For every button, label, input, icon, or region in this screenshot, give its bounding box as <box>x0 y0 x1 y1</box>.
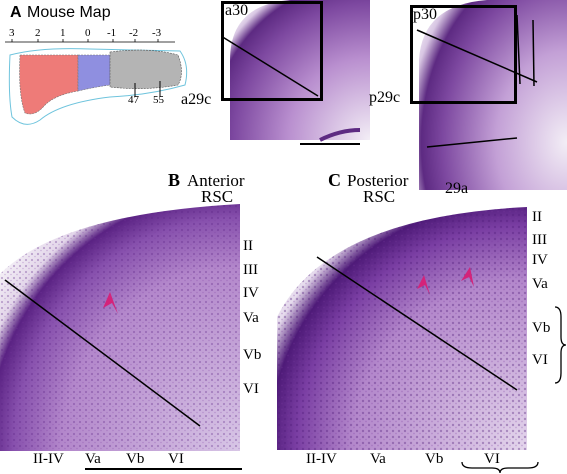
magenta-arrow <box>461 267 474 287</box>
axis-tick-label: -3 <box>152 27 162 39</box>
panel-a-letter: A <box>10 4 22 21</box>
a30-label: a30 <box>225 2 249 19</box>
panel-b-layer-label: Vb <box>243 347 262 363</box>
a29c-label: a29c <box>181 91 212 108</box>
axis-tick-label: 3 <box>9 27 15 39</box>
panel-b-bottom-label: VI <box>168 451 184 467</box>
axis-tick-label: -2 <box>129 27 139 39</box>
axis-tick-label: 1 <box>60 27 66 39</box>
panel-c-layer-label: III <box>532 232 547 248</box>
panel-b-bottom-bar <box>85 468 242 470</box>
axis-tick-label: 2 <box>35 27 41 39</box>
marker-47-label: 47 <box>128 94 139 106</box>
panel-c-layer-label: VI <box>532 352 548 368</box>
p30-box <box>410 5 517 104</box>
panel-b-bottom-label: Vb <box>126 451 145 467</box>
panel-b-layer-label: III <box>243 262 258 278</box>
panel-c-bottom-brace <box>461 461 539 474</box>
p29c-label: p29c <box>369 89 401 106</box>
panel-b-bottom-label: II-IV <box>33 451 64 467</box>
axis-tick-label: 0 <box>85 27 91 39</box>
mouse-map-diagram <box>5 39 188 125</box>
magenta-arrow <box>103 292 118 314</box>
panel-b-layer-label: II <box>243 238 253 254</box>
anterior-rsc-micrograph <box>0 204 240 451</box>
posterior-rsc-micrograph <box>277 207 527 450</box>
p30-divider-lines <box>416 14 538 148</box>
panel-b-layer-label: IV <box>243 285 259 301</box>
panel-c-letter: C <box>328 170 341 190</box>
scale-bar <box>300 143 360 145</box>
panel-c-title-2: RSC <box>363 187 396 206</box>
panel-c-layer-label: IV <box>532 252 548 268</box>
panel-c-layer-label: II <box>532 209 542 225</box>
p30-label: p30 <box>413 6 437 23</box>
panel-b-letter: B <box>168 170 181 190</box>
panel-b-layer-label: Va <box>243 310 259 326</box>
axis-tick-label: -1 <box>107 27 117 39</box>
panel-b-layer-label: VI <box>243 381 259 397</box>
panel-c-bottom-label: Va <box>370 451 386 467</box>
panel-c-bottom-label: II-IV <box>306 451 337 467</box>
map-region-gray <box>109 49 182 89</box>
panel-c-bottom-label: VI <box>484 451 500 467</box>
anterior-section-image <box>230 0 370 142</box>
divider-line <box>316 256 518 391</box>
29a-label: 29a <box>445 180 469 197</box>
panel-c-brace <box>554 306 567 384</box>
panel-b-title-2: RSC <box>201 187 234 206</box>
panel-b-title-1: Anterior <box>187 171 245 190</box>
brain-outline <box>8 48 188 125</box>
panel-a-title: Mouse Map <box>27 4 111 21</box>
map-region-blue <box>77 54 111 92</box>
panel-c-title-1: Posterior <box>347 171 409 190</box>
marker-55-label: 55 <box>153 94 164 106</box>
magenta-arrow <box>417 275 430 295</box>
map-region-red <box>19 54 79 115</box>
panel-c-layer-label: Va <box>532 276 548 292</box>
a30-box <box>221 1 323 101</box>
divider-line <box>4 279 201 427</box>
panel-b-bottom-label: Va <box>85 451 101 467</box>
panel-c-bottom-label: Vb <box>425 451 444 467</box>
a30-divider-line <box>221 35 319 97</box>
panel-c-layer-label: Vb <box>532 320 551 336</box>
